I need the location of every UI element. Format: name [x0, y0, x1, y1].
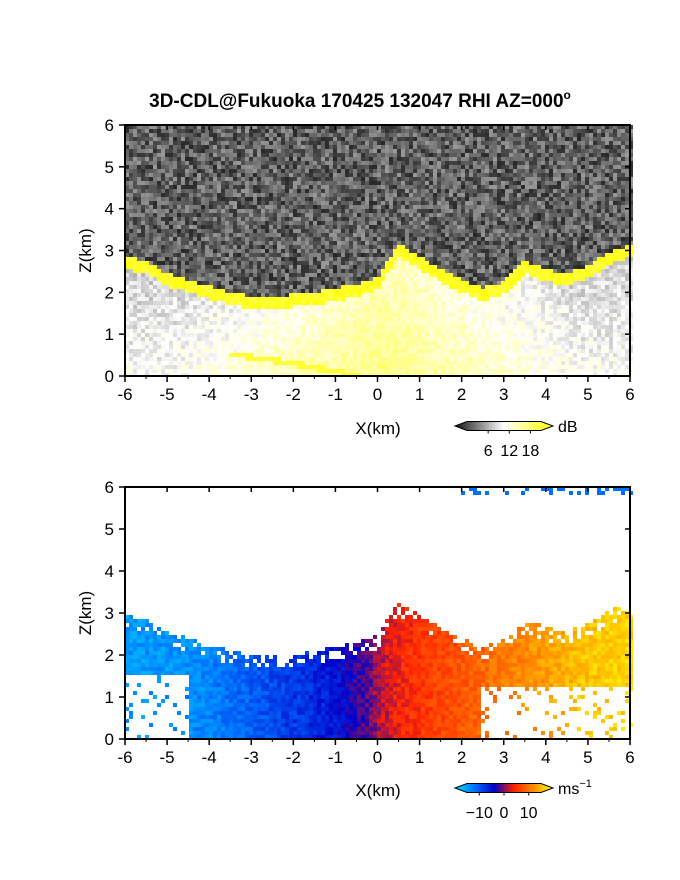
- x-tick-label: 2: [457, 385, 466, 404]
- x-tick-label: 4: [541, 748, 550, 767]
- x-tick-label: -4: [202, 748, 217, 767]
- x-tick-label: 5: [583, 748, 592, 767]
- y-tick-label: 2: [105, 646, 114, 665]
- x-tick-label: 0: [373, 385, 382, 404]
- colorbar-tick-label: −10: [466, 805, 493, 822]
- x-tick-label: -6: [117, 748, 132, 767]
- x-tick-label: 5: [583, 385, 592, 404]
- colorbar-unit: dB: [558, 419, 578, 436]
- colorbar: −10 0 10 ms−1: [453, 778, 592, 822]
- x-tick-label: -3: [244, 748, 259, 767]
- x-tick-label: -5: [160, 748, 175, 767]
- y-tick-label: 4: [105, 200, 114, 219]
- y-tick-label: 1: [105, 325, 114, 344]
- x-tick-label: -1: [328, 385, 343, 404]
- x-tick-label: -5: [160, 385, 175, 404]
- y-tick-label: 2: [105, 283, 114, 302]
- x-tick-label: 6: [625, 748, 634, 767]
- x-tick-label: 3: [499, 748, 508, 767]
- y-tick-label: 3: [105, 242, 114, 261]
- x-tick-label: 6: [625, 385, 634, 404]
- x-tick-label: -2: [286, 748, 301, 767]
- y-tick-label: 6: [105, 116, 114, 135]
- colorbar-tick-label: 12: [500, 443, 518, 460]
- data-cells: [125, 125, 633, 377]
- x-tick-label: 4: [541, 385, 550, 404]
- x-tick-label: -3: [244, 385, 259, 404]
- colorbar-tick-label: 6: [484, 443, 493, 460]
- y-tick-label: 1: [105, 688, 114, 707]
- panel-doppler_velocity: -6 -5 -4 -3 -2 -1 0 1 2 3 4 5 6 0 1 2 3 4 5 6 X(km) Z(km) −10 0…: [76, 478, 635, 822]
- x-tick-label: 3: [499, 385, 508, 404]
- data-cells: [125, 487, 633, 739]
- x-tick-label: 1: [415, 385, 424, 404]
- colorbar-bar: [453, 783, 555, 793]
- y-tick-label: 6: [105, 478, 114, 497]
- y-tick-label: 3: [105, 604, 114, 623]
- colorbar-tick-label: 18: [522, 443, 540, 460]
- colorbar: 6 12 18 dB: [453, 419, 578, 460]
- y-tick-label: 0: [105, 730, 114, 749]
- x-tick-label: -4: [202, 385, 217, 404]
- x-tick-label: 1: [415, 748, 424, 767]
- x-tick-label: -1: [328, 748, 343, 767]
- x-axis-label: X(km): [355, 419, 400, 438]
- y-tick-label: 0: [105, 367, 114, 386]
- y-axis-label: Z(km): [76, 228, 95, 272]
- colorbar-unit: ms−1: [558, 778, 592, 798]
- colorbar-tick-label: 10: [520, 805, 538, 822]
- x-axis-label: X(km): [355, 781, 400, 800]
- x-tick-label: 0: [373, 748, 382, 767]
- x-tick-label: 2: [457, 748, 466, 767]
- x-tick-label: -6: [117, 385, 132, 404]
- y-axis-label: Z(km): [76, 591, 95, 635]
- x-tick-label: -2: [286, 385, 301, 404]
- colorbar-tick-label: 0: [500, 805, 509, 822]
- y-tick-label: 5: [105, 158, 114, 177]
- y-tick-label: 4: [105, 562, 114, 581]
- y-tick-label: 5: [105, 520, 114, 539]
- chart-title: 3D-CDL@Fukuoka 170425 132047 RHI AZ=000o: [149, 88, 571, 112]
- colorbar-bar: [453, 421, 555, 431]
